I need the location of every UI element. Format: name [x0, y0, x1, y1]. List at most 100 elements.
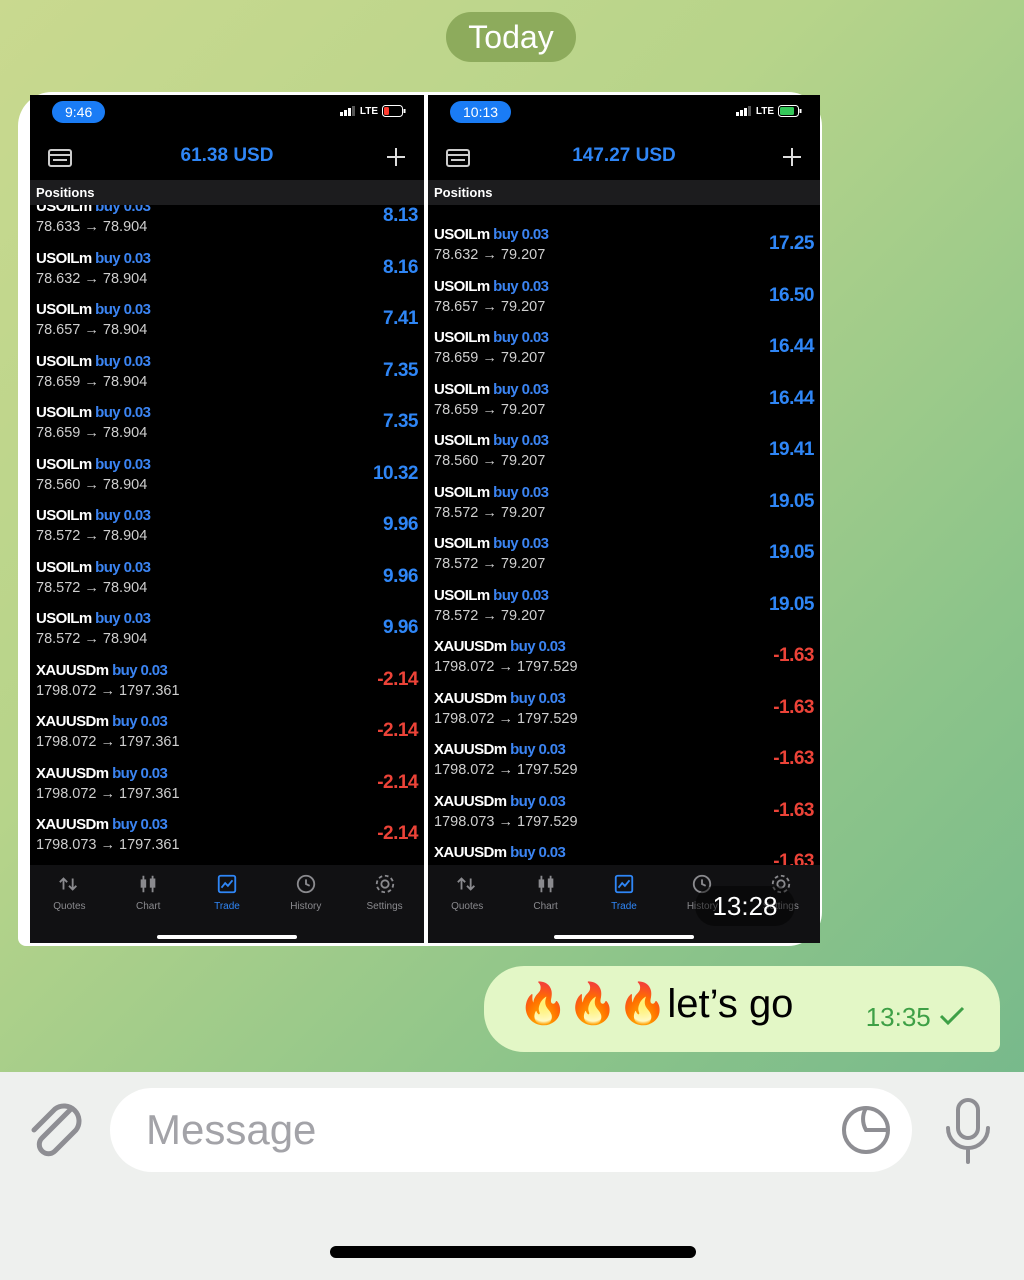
position-row[interactable]: USOILm buy 0.03 78.572 → 79.207 19.05: [428, 482, 820, 534]
attach-button[interactable]: [24, 1096, 88, 1164]
symbol: USOILm: [434, 535, 490, 552]
tab[interactable]: Trade: [585, 873, 663, 912]
position-row[interactable]: USOILm buy 0.03 78.659 → 79.207 16.44: [428, 379, 820, 431]
side: buy 0.03: [493, 329, 549, 346]
signal: [735, 106, 751, 116]
read-check: [939, 1006, 965, 1026]
account-icon[interactable]: [48, 149, 72, 167]
position-row[interactable]: USOILm buy 0.03 78.560 → 79.207 19.41: [428, 430, 820, 482]
position-row[interactable]: XAUUSDm buy 0.03 1798.072 → 1797.361 -2.14: [30, 763, 424, 815]
position-row[interactable]: XAUUSDm buy 0.03 1798.073 → 1797.529 -1.63: [428, 791, 820, 843]
date-badge: Today: [446, 12, 576, 62]
tab-label: Chart: [533, 901, 558, 912]
position-row[interactable]: USOILm buy 0.03 78.659 → 78.904 7.35: [30, 402, 424, 454]
position-title: USOILm buy 0.03: [36, 507, 151, 524]
position-row[interactable]: USOILm buy 0.03 78.633 → 78.904 8.13: [30, 205, 424, 248]
position-row[interactable]: USOILm buy 0.03 78.657 → 78.904 7.41: [30, 299, 424, 351]
prices: 1798.072 → 1797.361: [36, 785, 180, 802]
profit: 19.05: [768, 490, 815, 512]
position-title: USOILm buy 0.03: [36, 456, 151, 473]
position-row[interactable]: USOILm buy 0.03 78.659 → 79.207 16.44: [428, 327, 820, 379]
mic-button[interactable]: [940, 1096, 996, 1166]
tab[interactable]: Settings: [742, 873, 820, 912]
symbol: USOILm: [36, 301, 92, 318]
position-row[interactable]: XAUUSDm buy 0.03 1798.072 → 1797.529 -1.63: [428, 636, 820, 688]
position-row[interactable]: USOILm buy 0.03 78.657 → 79.207 16.50: [428, 276, 820, 328]
symbol: USOILm: [434, 432, 490, 449]
symbol: XAUUSDm: [434, 638, 507, 655]
position-row[interactable]: XAUUSDm buy 0.03 1798.072 → 1797.361 -2.14: [30, 660, 424, 712]
tab[interactable]: History: [266, 873, 345, 912]
side: buy 0.03: [112, 661, 168, 679]
position-row[interactable]: USOILm buy 0.03 78.632 → 78.904 8.16: [30, 248, 424, 300]
position-row[interactable]: USOILm buy 0.03 78.572 → 79.207 19.05: [428, 533, 820, 585]
tab-icon: [771, 874, 790, 894]
positions-list: USOILm buy 0.03 78.632 → 79.207 17.25 USOIL…: [428, 205, 820, 865]
position-title: XAUUSDm buy 0.03: [434, 741, 566, 758]
side: buy 0.03: [493, 535, 549, 552]
position-row[interactable]: XAUUSDm buy 0.03 -1.63: [428, 842, 820, 865]
tab[interactable]: Quotes: [30, 873, 109, 912]
position-row[interactable]: USOILm buy 0.03 78.572 → 78.904 9.96: [30, 557, 424, 609]
tab[interactable]: Trade: [188, 873, 267, 912]
symbol: USOILm: [434, 380, 490, 398]
side: buy 0.03: [112, 764, 168, 782]
tab-bar: Quotes Chart Trade History Settings: [30, 865, 424, 943]
position-title: XAUUSDm buy 0.03: [36, 816, 168, 833]
position-row[interactable]: USOILm buy 0.03 78.572 → 78.904 9.96: [30, 505, 424, 557]
tab-label: History: [290, 901, 322, 912]
tab[interactable]: History: [663, 873, 741, 912]
position-row[interactable]: USOILm buy 0.03 78.632 → 79.207 17.25: [428, 224, 820, 276]
tab[interactable]: Settings: [345, 873, 424, 912]
status-icons: LTE: [339, 105, 406, 117]
position-row[interactable]: XAUUSDm buy 0.03 1798.072 → 1797.529 -1.63: [428, 688, 820, 740]
position-title: USOILm buy 0.03: [434, 432, 549, 449]
position-title: XAUUSDm buy 0.03: [36, 764, 168, 782]
network: LTE: [755, 105, 774, 117]
sticker-button[interactable]: [838, 1104, 894, 1156]
position-title: USOILm buy 0.03: [434, 380, 549, 398]
position-row[interactable]: USOILm buy 0.03 78.572 → 79.207 19.05: [428, 585, 820, 637]
network: LTE: [359, 105, 378, 117]
prices: 78.560 → 78.904: [36, 476, 148, 493]
position-row[interactable]: USOILm buy 0.03 78.659 → 78.904 7.35: [30, 351, 424, 403]
positions-list: USOILm buy 0.03 78.633 → 78.904 8.13 USOILm…: [30, 205, 424, 865]
profit: -2.14: [377, 823, 418, 844]
position-row[interactable]: XAUUSDm buy 0.03 1798.072 → 1797.529 -1.63: [428, 739, 820, 791]
profit: 19.05: [768, 593, 815, 615]
position-row[interactable]: XAUUSDm buy 0.03 1798.072 → 1797.361 -2.14: [30, 711, 424, 763]
profit: 9.96: [383, 617, 418, 638]
account-icon[interactable]: [446, 149, 470, 167]
tab[interactable]: Quotes: [428, 873, 506, 912]
tab-icon: [614, 874, 634, 894]
symbol: USOILm: [36, 249, 92, 267]
add-button[interactable]: [386, 147, 406, 167]
tab-icon: [217, 874, 237, 894]
message-bubble[interactable]: 🔥🔥🔥let’s go 13:35: [484, 966, 1000, 1052]
prices: 1798.072 → 1797.361: [36, 734, 180, 750]
position-row[interactable]: USOILm buy 0.03 78.572 → 78.904 9.96: [30, 608, 424, 660]
position-row[interactable]: USOILm buy 0.03 78.560 → 78.904 10.32: [30, 454, 424, 506]
side: buy 0.03: [95, 249, 151, 267]
tab[interactable]: Chart: [109, 873, 188, 912]
symbol: USOILm: [36, 558, 92, 576]
app-screenshot: 10:13 LTE 147.27 USD Positions USOILm buy 0.…: [428, 95, 820, 943]
side: buy 0.03: [510, 844, 566, 861]
profit: 19.05: [768, 542, 815, 563]
tab[interactable]: Chart: [506, 873, 584, 912]
add-button[interactable]: [782, 147, 802, 167]
symbol: USOILm: [434, 329, 490, 346]
position-row[interactable]: XAUUSDm buy 0.03 1798.073 → 1797.361 -2.14: [30, 814, 424, 865]
symbol: XAUUSDm: [434, 689, 507, 707]
profit: -1.63: [773, 645, 814, 666]
position-title: XAUUSDm buy 0.03: [434, 793, 566, 810]
home-indicator: [157, 935, 297, 939]
balance: 61.38 USD: [180, 145, 274, 166]
side: buy 0.03: [95, 507, 151, 524]
side: buy 0.03: [493, 586, 549, 604]
symbol: XAUUSDm: [36, 764, 109, 782]
tab-icon: [538, 875, 553, 893]
tab-label: Settings: [762, 901, 799, 912]
message-input[interactable]: Message: [110, 1088, 912, 1172]
prices: 78.572 → 79.207: [434, 504, 546, 521]
